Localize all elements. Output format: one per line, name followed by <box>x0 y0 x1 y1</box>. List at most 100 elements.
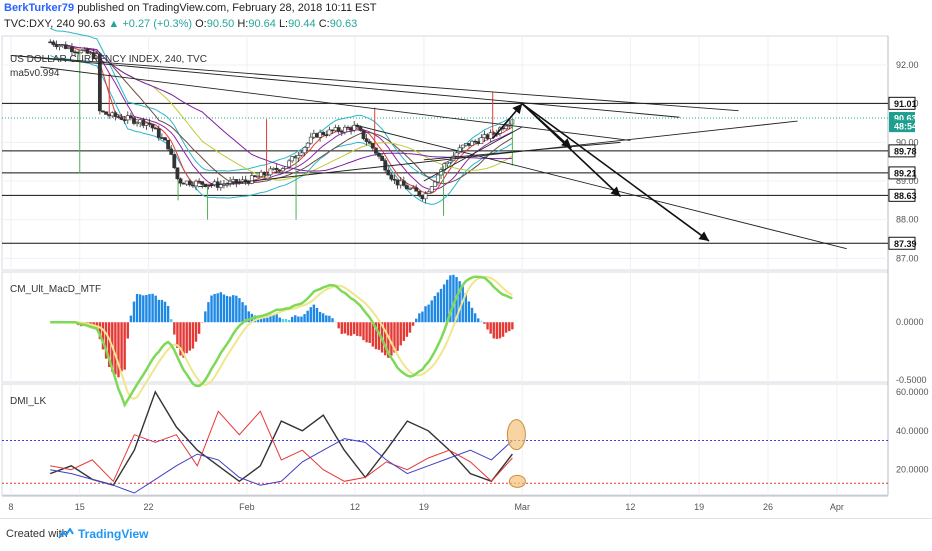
candle-body <box>340 131 343 132</box>
candle-body <box>284 167 287 169</box>
macd-histogram-bar <box>120 322 122 371</box>
candle-body <box>381 156 384 160</box>
candle-body <box>390 175 393 179</box>
macd-histogram-bar <box>192 322 194 348</box>
tradingview-link[interactable]: TradingView <box>78 527 148 541</box>
macd-histogram-bar <box>396 322 398 351</box>
macd-histogram-bar <box>176 322 178 348</box>
time-tick-label: 12 <box>350 502 360 512</box>
candle-body <box>365 139 368 142</box>
macd-histogram-bar <box>148 294 150 322</box>
candle-body <box>300 153 303 156</box>
candle-body <box>427 192 430 194</box>
macd-histogram-bar <box>167 306 169 322</box>
macd-histogram-bar <box>471 308 473 322</box>
candle-body <box>474 141 477 142</box>
price-tick-label: 88.00 <box>896 215 919 225</box>
macd-histogram-bar <box>337 322 339 328</box>
macd-histogram-bar <box>350 322 352 336</box>
candle-body <box>331 130 334 131</box>
macd-scale[interactable]: 0.0000-0.5000 <box>896 317 927 385</box>
time-tick-label: Apr <box>830 502 844 512</box>
candle-body <box>194 181 197 186</box>
macd-histogram-bar <box>291 317 293 322</box>
macd-histogram-bar <box>390 322 392 355</box>
macd-histogram-bar <box>406 322 408 337</box>
macd-histogram-bar <box>189 322 191 350</box>
candle-body <box>467 143 470 145</box>
candle-body <box>446 162 449 164</box>
candle-body <box>232 179 235 181</box>
candle-body <box>436 175 439 182</box>
candle-body <box>377 153 380 156</box>
macd-histogram-bar <box>356 322 358 336</box>
macd-histogram-bar <box>331 318 333 322</box>
candle-body <box>343 127 346 132</box>
volume-spikes <box>0 42 512 220</box>
main-pane[interactable] <box>2 36 888 270</box>
candle-body <box>176 168 179 179</box>
forecast-arrows[interactable] <box>493 104 709 241</box>
macd-histogram-bar <box>341 322 343 334</box>
macd-histogram-bar <box>151 294 153 322</box>
candle-body <box>247 182 250 184</box>
level-label-text: 91.01 <box>894 99 917 109</box>
macd-histogram-bar <box>483 322 485 324</box>
candle-body <box>371 143 374 148</box>
macd-tick-label: -0.5000 <box>896 375 927 385</box>
dmi-tick-label: 40.0000 <box>896 426 929 436</box>
macd-histogram-bar <box>232 295 234 322</box>
macd-histogram-bar <box>303 314 305 322</box>
macd-histogram-bar <box>173 322 175 334</box>
time-axis[interactable]: 25201881522Feb1219Mar121926Apr <box>0 502 844 512</box>
forecast-arrow <box>522 104 709 241</box>
macd-histogram-bar <box>505 322 507 332</box>
candle-body <box>269 169 272 175</box>
macd-histogram-bar <box>127 322 129 338</box>
candle-body <box>132 118 135 124</box>
candle-body <box>325 135 328 136</box>
macd-histogram-bar <box>164 302 166 323</box>
horizontal-levels[interactable] <box>2 103 888 243</box>
macd-histogram-bar <box>123 322 125 369</box>
macd-histogram-bar <box>198 322 200 334</box>
macd-histogram-bar <box>322 313 324 322</box>
candle-body <box>64 45 67 49</box>
candle-body <box>433 182 436 187</box>
macd-histogram-bar <box>269 316 271 322</box>
macd-histogram-bar <box>452 275 454 322</box>
macd-histogram-bar <box>241 302 243 322</box>
macd-histogram-bar <box>412 322 414 326</box>
candle-body <box>139 120 142 123</box>
candle-body <box>263 172 266 175</box>
dmi-tick-label: 20.0000 <box>896 465 929 475</box>
candle-body <box>281 169 284 171</box>
dmi-pane[interactable] <box>2 384 888 495</box>
candle-body <box>260 172 263 176</box>
candle-body <box>52 42 55 45</box>
macd-histogram-bar <box>186 322 188 353</box>
candle-body <box>477 142 480 144</box>
macd-histogram-bar <box>217 293 219 322</box>
time-tick-label: 12 <box>625 502 635 512</box>
macd-histogram-bar <box>427 305 429 323</box>
macd-histogram-bar <box>306 311 308 323</box>
dmi-series-line <box>50 439 512 493</box>
candle-body <box>188 181 191 185</box>
candle-body <box>353 125 356 130</box>
candle-body <box>346 127 349 128</box>
macd-histogram-bar <box>263 318 265 322</box>
macd-histogram-bar <box>235 296 237 323</box>
candle-body <box>129 116 132 118</box>
time-tick-label: 26 <box>763 502 773 512</box>
candle-body <box>250 176 253 184</box>
candle-body <box>384 161 387 170</box>
macd-histogram-bar <box>139 294 141 322</box>
candle-body <box>86 49 89 53</box>
macd-histogram-bar <box>477 318 479 322</box>
candle-body <box>67 47 70 48</box>
